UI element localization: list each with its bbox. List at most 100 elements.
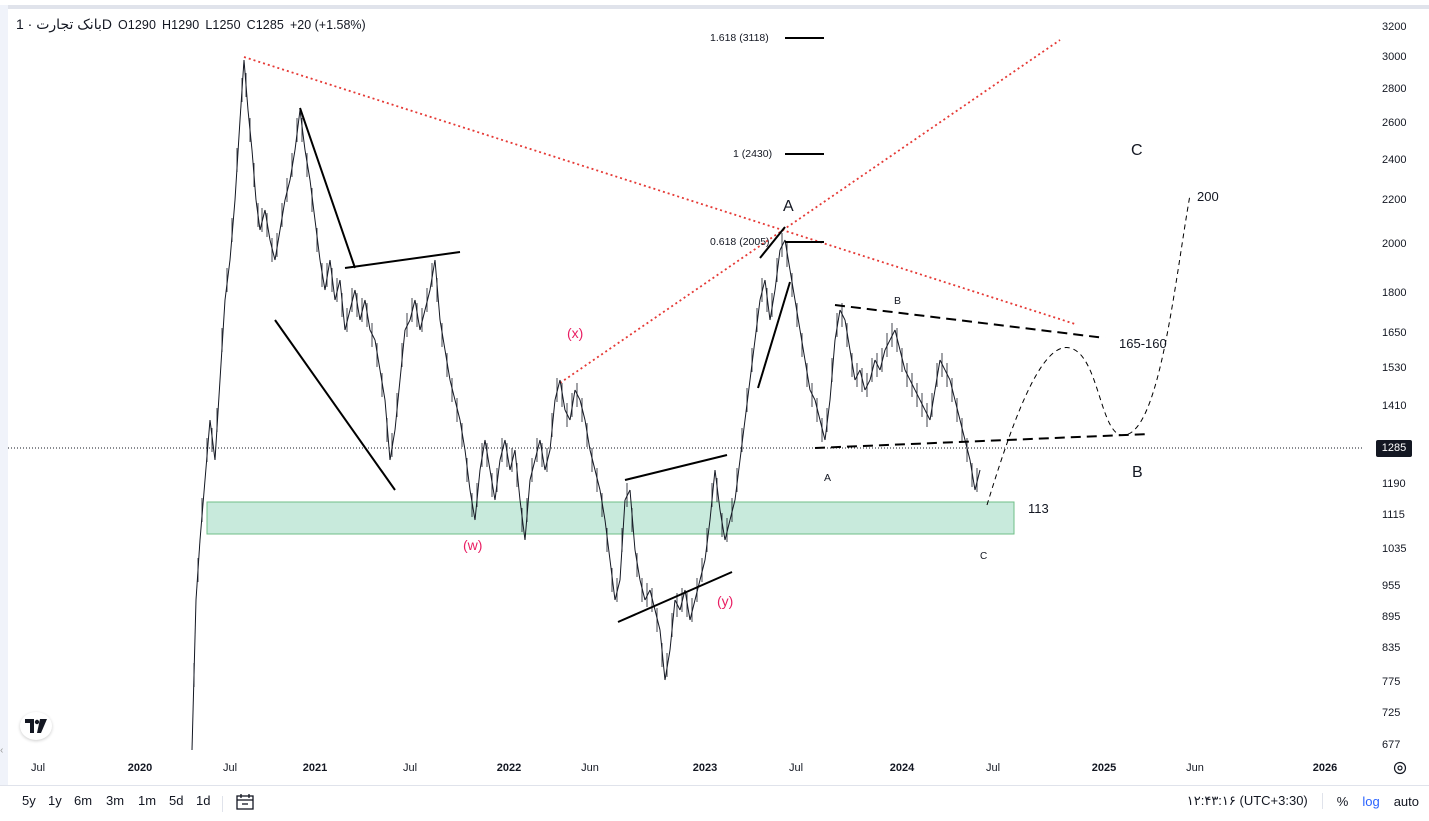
price-segment xyxy=(774,249,781,291)
clock-display[interactable]: ۱۲:۴۳:۱۶ (UTC+3:30) xyxy=(1186,793,1308,808)
price-segment xyxy=(294,109,301,151)
percent-toggle[interactable]: % xyxy=(1336,793,1349,809)
price-segment xyxy=(719,509,726,541)
price-tick: 3000 xyxy=(1382,51,1407,63)
price-tick: 955 xyxy=(1382,580,1401,592)
price-segment xyxy=(909,379,916,391)
range-1d-button[interactable]: 1d xyxy=(196,793,211,808)
support-zone xyxy=(206,501,1015,535)
price-chart[interactable] xyxy=(0,0,1429,785)
price-segment xyxy=(789,269,796,301)
scroll-left-arrow[interactable]: ‹ xyxy=(0,745,4,756)
price-segment xyxy=(554,379,561,401)
price-segment xyxy=(359,299,366,321)
time-tick: Jun xyxy=(581,762,599,774)
price-segment xyxy=(534,439,541,461)
price-tick: 2800 xyxy=(1382,83,1407,95)
price-segment xyxy=(709,469,716,521)
high-value: H1290 xyxy=(162,18,200,32)
auto-toggle[interactable]: auto xyxy=(1393,793,1419,809)
price-segment xyxy=(604,519,611,561)
price-segment xyxy=(564,409,571,421)
price-segment xyxy=(584,419,591,451)
price-segment xyxy=(844,319,851,351)
top-border xyxy=(8,5,1429,9)
price-segment xyxy=(814,399,821,421)
log-toggle[interactable]: log xyxy=(1362,793,1380,809)
price-segment xyxy=(759,279,766,301)
price-segment xyxy=(574,389,581,401)
price-segment xyxy=(744,379,751,421)
settings-gear-icon[interactable] xyxy=(1392,760,1408,776)
price-axis[interactable]: 3200 3000 2800 2600 2400 2200 2000 1800 1650 1530… xyxy=(1362,0,1429,760)
price-segment xyxy=(599,489,606,521)
open-value: O1290 xyxy=(117,18,157,32)
price-segment xyxy=(594,469,601,491)
price-segment xyxy=(299,109,306,151)
price-segment xyxy=(609,559,616,601)
bottom-toolbar: 5y 1y 6m 3m 1m 5d 1d ۱۲:۴۳:۱۶ (UTC+3:30)… xyxy=(0,785,1429,821)
price-segment xyxy=(329,259,336,301)
price-segment xyxy=(479,439,486,471)
price-segment xyxy=(684,589,691,621)
price-segment xyxy=(389,429,396,461)
price-segment xyxy=(974,469,981,491)
price-segment xyxy=(414,299,421,331)
price-tick: 895 xyxy=(1382,611,1401,623)
price-segment xyxy=(544,449,551,471)
price-series xyxy=(191,59,981,751)
price-segment xyxy=(404,319,411,331)
tradingview-logo-icon[interactable] xyxy=(20,712,52,740)
time-tick: 2025 xyxy=(1091,762,1117,774)
time-tick: 2021 xyxy=(302,762,328,774)
price-segment xyxy=(629,489,636,551)
price-segment xyxy=(524,479,531,541)
price-segment xyxy=(839,309,846,321)
wave-b-label: B xyxy=(1132,464,1143,481)
price-tick: 835 xyxy=(1382,642,1401,654)
price-segment xyxy=(489,469,496,501)
price-segment xyxy=(619,499,626,581)
price-segment xyxy=(734,459,741,501)
compare-calendar-icon[interactable] xyxy=(235,792,255,812)
price-segment xyxy=(874,359,881,371)
price-segment xyxy=(614,579,621,601)
fib-1618-label: 1.618 (3118) xyxy=(710,32,769,44)
price-segment xyxy=(469,489,476,521)
price-segment xyxy=(394,379,401,431)
price-segment xyxy=(889,329,896,341)
time-tick: Jul xyxy=(788,762,804,774)
range-1y-button[interactable]: 1y xyxy=(48,793,62,808)
price-segment xyxy=(399,329,406,381)
range-5d-button[interactable]: 5d xyxy=(169,793,184,808)
time-tick: Jul xyxy=(222,762,238,774)
price-segment xyxy=(784,239,791,271)
left-border xyxy=(0,5,8,785)
time-tick: 2024 xyxy=(889,762,915,774)
range-1m-button[interactable]: 1m xyxy=(138,793,157,808)
price-segment xyxy=(699,559,706,581)
symbol-legend: بانک تجارت · 1D O1290 H1290 L1250 C1285 … xyxy=(16,16,366,33)
range-6m-button[interactable]: 6m xyxy=(74,793,93,808)
projected-path xyxy=(986,194,1191,506)
range-3m-button[interactable]: 3m xyxy=(106,793,125,808)
price-segment xyxy=(884,339,891,351)
descending-trendline xyxy=(243,56,1076,325)
price-segment xyxy=(704,519,711,561)
price-tick: 725 xyxy=(1382,707,1401,719)
price-segment xyxy=(914,389,921,401)
range-5y-button[interactable]: 5y xyxy=(22,793,36,808)
price-segment xyxy=(894,329,901,351)
price-segment xyxy=(934,359,941,391)
price-segment xyxy=(654,609,661,631)
price-segment xyxy=(314,219,321,261)
price-tick: 2000 xyxy=(1382,238,1407,250)
wave-w-label: (w) xyxy=(463,537,483,553)
price-segment xyxy=(369,329,376,341)
wave-x-label: (x) xyxy=(567,325,584,341)
time-axis[interactable]: Jul 2020 Jul 2021 Jul 2022 Jun 2023 Jul 2024 Jul 20… xyxy=(0,760,1362,780)
price-segment xyxy=(659,629,666,681)
symbol-name[interactable]: بانک تجارت · 1D xyxy=(16,16,112,32)
change-value: +20 (+1.58%) xyxy=(289,18,366,32)
scale-controls: ۱۲:۴۳:۱۶ (UTC+3:30) % log auto xyxy=(1187,793,1419,809)
